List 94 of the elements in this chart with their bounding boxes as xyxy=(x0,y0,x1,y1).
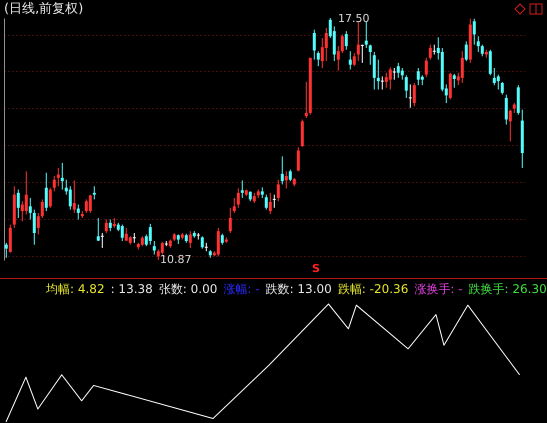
candlestick xyxy=(296,146,300,172)
candlestick xyxy=(508,109,512,142)
text: 涨换手: - xyxy=(414,282,463,296)
candlestick xyxy=(184,233,188,244)
candlestick xyxy=(240,180,244,198)
candlestick xyxy=(4,242,8,258)
candlestick xyxy=(404,74,408,98)
candlestick xyxy=(104,218,108,234)
candlestick xyxy=(252,192,256,204)
text: 跌幅: -20.36 xyxy=(338,282,408,296)
candlestick xyxy=(200,236,204,250)
candlestick xyxy=(152,240,156,256)
candlestick xyxy=(416,68,420,86)
candlestick xyxy=(140,236,144,247)
candlestick xyxy=(56,168,60,187)
candlestick xyxy=(304,81,308,119)
candlestick xyxy=(108,218,112,232)
candlestick xyxy=(232,197,236,214)
candlestick xyxy=(388,66,392,90)
candlestick xyxy=(160,241,164,256)
candlestick xyxy=(72,180,76,214)
candlestick xyxy=(480,44,484,57)
candlestick xyxy=(288,168,292,182)
candlestick xyxy=(492,68,496,86)
text: 跌换手: 26.30 xyxy=(468,282,547,296)
candlestick xyxy=(28,197,32,220)
candlestick xyxy=(460,50,464,84)
candlestick xyxy=(88,194,92,214)
candlestick xyxy=(376,59,380,90)
candlestick xyxy=(504,94,508,126)
candlestick xyxy=(312,29,316,60)
candlestick xyxy=(284,170,288,189)
candlestick xyxy=(372,51,376,90)
text: 涨幅: - xyxy=(223,282,260,296)
candlestick xyxy=(464,40,468,62)
candlestick xyxy=(340,34,344,54)
candlestick xyxy=(500,81,504,96)
text: 均幅: 4.82 xyxy=(46,282,105,296)
candlestick xyxy=(24,170,28,215)
text: 张数: 0.00 xyxy=(158,282,218,296)
candlestick xyxy=(124,227,128,242)
candlestick xyxy=(384,72,388,88)
candlestick xyxy=(276,179,280,202)
candlestick xyxy=(40,198,44,219)
text: S xyxy=(312,262,320,275)
candlestick xyxy=(48,187,52,208)
candlestick xyxy=(264,194,268,210)
text: 跌数: 13.00 xyxy=(266,282,332,296)
candlestick xyxy=(336,46,340,72)
candlestick xyxy=(280,156,284,185)
candlestick xyxy=(352,52,356,67)
candlestick xyxy=(476,36,480,52)
annotation: 10.87 xyxy=(160,253,192,266)
candlestick xyxy=(176,234,180,244)
candlestick xyxy=(228,207,232,234)
candlestick xyxy=(348,50,352,70)
candlestick xyxy=(260,186,264,198)
candlestick xyxy=(324,27,328,62)
candlestick xyxy=(424,57,428,78)
candlestick xyxy=(44,172,48,212)
candlestick xyxy=(36,212,40,235)
chart-title: (日线,前复权) xyxy=(4,2,84,16)
candlestick xyxy=(96,218,100,242)
candlestick xyxy=(316,50,320,67)
candlestick xyxy=(112,218,116,228)
candlestick xyxy=(496,74,500,90)
candlestick xyxy=(412,82,416,107)
candlestick xyxy=(32,209,36,246)
candlestick xyxy=(428,44,432,60)
candlestick xyxy=(84,198,88,214)
candlestick xyxy=(472,18,476,46)
candlestick xyxy=(148,223,152,246)
candlestick xyxy=(368,44,372,66)
candlestick xyxy=(364,20,368,48)
candlestick xyxy=(68,186,72,210)
candlestick xyxy=(76,204,80,220)
candlestick xyxy=(452,73,456,88)
candlestick xyxy=(400,68,404,80)
candlestick xyxy=(216,227,220,257)
candlestick xyxy=(268,192,272,215)
candlestick xyxy=(52,176,56,192)
candlestick xyxy=(236,188,240,208)
candlestick xyxy=(188,230,192,248)
candlestick xyxy=(356,20,360,62)
candlestick xyxy=(60,162,64,190)
candlestick xyxy=(16,189,20,219)
candlestick xyxy=(512,102,516,114)
candlestick xyxy=(120,224,124,242)
text: : 13.38 xyxy=(110,282,153,296)
candlestick xyxy=(396,62,400,78)
annotation: 17.50 xyxy=(338,12,370,25)
candlestick xyxy=(488,49,492,76)
candlestick xyxy=(220,233,224,246)
candlestick xyxy=(344,30,348,50)
